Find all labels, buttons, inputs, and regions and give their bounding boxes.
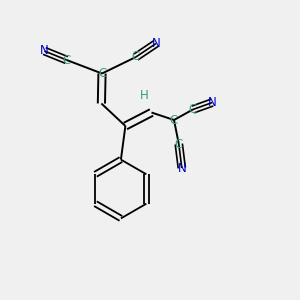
- Text: C: C: [62, 53, 71, 67]
- Text: C: C: [132, 50, 140, 64]
- Text: N: N: [177, 161, 186, 175]
- Text: C: C: [98, 67, 106, 80]
- Text: C: C: [170, 113, 178, 127]
- Text: N: N: [208, 96, 217, 109]
- Text: N: N: [40, 44, 49, 58]
- Text: C: C: [189, 103, 197, 116]
- Text: H: H: [140, 89, 148, 103]
- Text: C: C: [175, 137, 183, 151]
- Text: N: N: [152, 37, 160, 50]
